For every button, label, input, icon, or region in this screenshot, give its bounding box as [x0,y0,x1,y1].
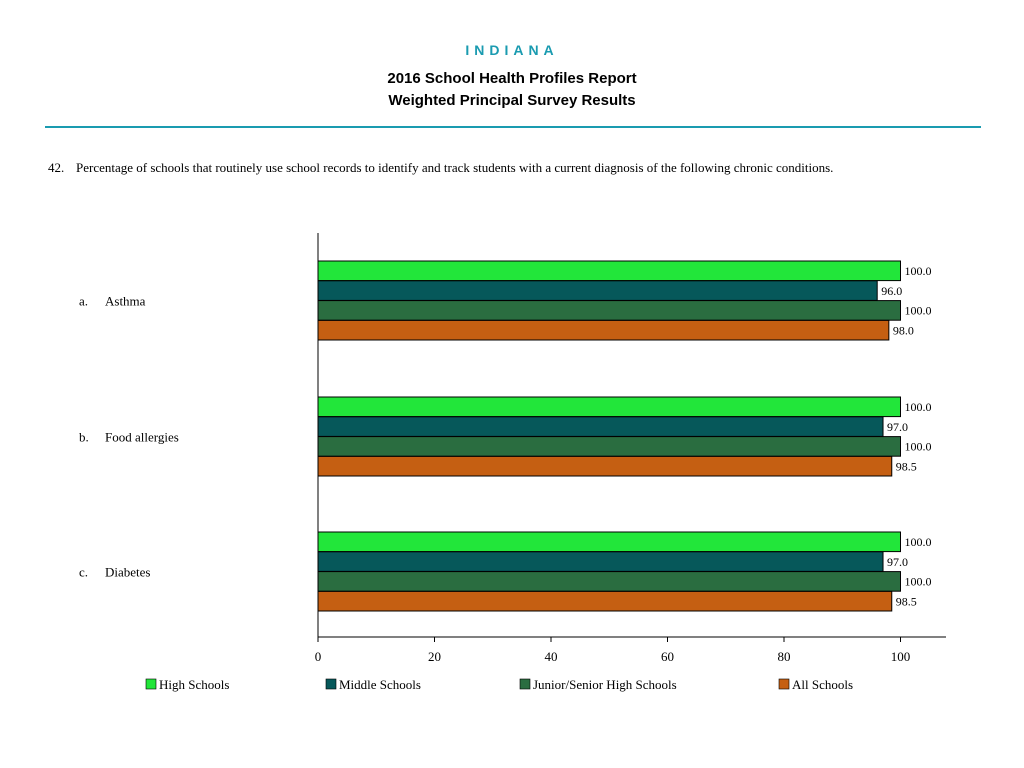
bar [317,396,901,418]
category-letter: b. [79,430,89,445]
bar [317,571,901,592]
x-tick-label: 100 [891,649,911,664]
legend-swatch [778,678,790,690]
data-label: 98.5 [896,594,917,608]
bar [317,300,901,321]
x-tick-label: 60 [661,649,674,664]
bar [317,531,901,553]
state-name: INDIANA [465,42,559,58]
legend-label: High Schools [159,677,229,692]
x-tick-label: 40 [545,649,558,664]
bar [317,260,901,282]
category-letter: a. [79,294,88,309]
legend-label: Junior/Senior High Schools [533,677,677,692]
question-number: 42. [48,160,65,175]
category-letter: c. [79,565,88,580]
category-label: Diabetes [105,565,150,580]
legend-label: All Schools [792,677,853,692]
x-tick-label: 20 [428,649,441,664]
report-subtitle: Weighted Principal Survey Results [388,92,636,109]
legend-swatch [519,678,531,690]
bar [317,455,893,477]
bar [317,590,893,612]
x-tick-label: 80 [778,649,791,664]
data-label: 100.0 [905,264,932,278]
data-label: 96.0 [881,284,902,298]
data-label: 100.0 [905,440,932,454]
data-label: 100.0 [905,575,932,589]
x-tick-label: 0 [315,649,322,664]
bar [317,280,878,301]
data-label: 100.0 [905,400,932,414]
data-label: 98.5 [896,459,917,473]
header-divider [45,126,981,128]
bar [317,416,884,437]
category-label: Asthma [105,294,146,309]
data-label: 100.0 [905,535,932,549]
data-label: 97.0 [887,555,908,569]
data-label: 100.0 [905,304,932,318]
legend-swatch [145,678,157,690]
legend-swatch [325,678,337,690]
question: 42. Percentage of schools that routinely … [48,160,988,176]
bar [317,551,884,572]
data-label: 97.0 [887,420,908,434]
data-label: 98.0 [893,323,914,337]
category-label: Food allergies [105,430,179,445]
bar [317,436,901,457]
report-title: 2016 School Health Profiles Report [387,70,637,87]
question-text: Percentage of schools that routinely use… [76,160,834,175]
legend-label: Middle Schools [339,677,421,692]
bar [317,319,890,341]
